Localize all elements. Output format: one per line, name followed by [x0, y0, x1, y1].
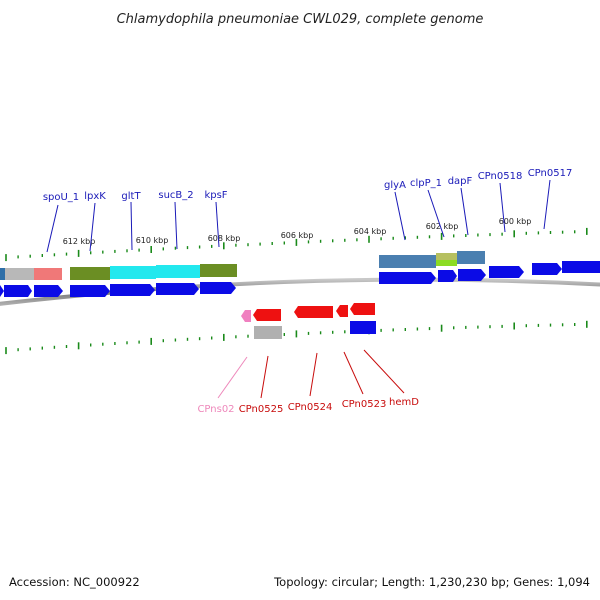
gene-label-dapf[interactable]: dapF — [448, 176, 473, 187]
gene-arrow-forward[interactable] — [200, 282, 236, 294]
label-leaders — [46, 179, 551, 399]
gene-label-glya[interactable]: glyA — [384, 180, 406, 191]
forward-gene-row — [0, 261, 600, 297]
gene-label-cpn0517[interactable]: CPn0517 — [528, 168, 573, 179]
gene-arrow-reverse[interactable] — [350, 303, 375, 315]
gene-label-cpn0518[interactable]: CPn0518 — [478, 171, 523, 182]
reverse-gene-row — [241, 303, 376, 339]
gene-arrow-forward[interactable] — [156, 283, 199, 295]
bottom-tick-row — [5, 320, 588, 355]
feature-box[interactable] — [254, 326, 282, 339]
gene-label-cpn0524[interactable]: CPn0524 — [288, 402, 333, 413]
tick-label-608: 608 kbp — [208, 234, 241, 243]
feature-box[interactable] — [436, 260, 457, 266]
gene-label-spou1[interactable]: spoU_1 — [43, 192, 79, 203]
bottom-gene-labels: CPns02 CPn0525 CPn0524 CPn0523 hemD — [197, 397, 419, 415]
tick-label-610: 610 kbp — [136, 236, 169, 245]
gene-label-sucb2[interactable]: sucB_2 — [158, 190, 193, 201]
genome-summary-text: Topology: circular; Length: 1,230,230 bp… — [273, 575, 590, 589]
gene-label-gltt[interactable]: gltT — [121, 191, 141, 202]
feature-box[interactable] — [379, 255, 436, 268]
gene-arrow-reverse[interactable] — [294, 306, 333, 318]
gene-arrow-reverse[interactable] — [336, 305, 348, 317]
gene-box-forward[interactable] — [350, 321, 376, 334]
gene-arrow-reverse[interactable] — [253, 309, 281, 321]
gene-arrow-forward[interactable] — [70, 285, 110, 297]
feature-box[interactable] — [457, 251, 485, 264]
tick-label-600: 600 kbp — [499, 217, 532, 226]
accession-text: Accession: NC_000922 — [9, 575, 140, 589]
feature-box[interactable] — [34, 268, 62, 280]
feature-box[interactable] — [156, 265, 200, 278]
map-title: Chlamydophila pneumoniae CWL029, complet… — [117, 12, 484, 27]
gene-label-lpxk[interactable]: lpxK — [84, 191, 106, 202]
feature-box[interactable] — [200, 264, 237, 277]
gene-arrow-forward[interactable] — [562, 261, 600, 273]
gene-arrow-forward[interactable] — [379, 272, 436, 284]
gene-arrow-forward[interactable] — [4, 285, 32, 297]
upper-feature-row — [0, 251, 485, 280]
gene-label-hemd[interactable]: hemD — [389, 397, 419, 408]
top-gene-labels: spoU_1 lpxK gltT sucB_2 kpsF glyA clpP_1… — [43, 168, 572, 203]
feature-box[interactable] — [70, 267, 110, 280]
gene-arrow-forward[interactable] — [110, 284, 155, 296]
gene-arrow-forward[interactable] — [458, 269, 486, 281]
gene-label-clpp1[interactable]: clpP_1 — [410, 178, 442, 189]
gene-label-cpns02[interactable]: CPns02 — [197, 404, 234, 415]
scale-labels: 612 kbp 610 kbp 608 kbp 606 kbp 604 kbp … — [63, 217, 532, 246]
gene-arrow-forward[interactable] — [438, 270, 457, 282]
tick-label-604: 604 kbp — [354, 227, 387, 236]
feature-box[interactable] — [5, 268, 34, 280]
gene-label-kpsf[interactable]: kpsF — [204, 190, 227, 201]
top-tick-row — [5, 227, 588, 262]
gene-label-cpn0523[interactable]: CPn0523 — [342, 399, 387, 410]
tick-label-602: 602 kbp — [426, 222, 459, 231]
gene-arrow-forward[interactable] — [0, 285, 4, 297]
feature-box[interactable] — [0, 268, 5, 280]
feature-box[interactable] — [436, 253, 457, 260]
tick-label-606: 606 kbp — [281, 231, 314, 240]
feature-box[interactable] — [110, 266, 156, 279]
gene-arrow-ncrna[interactable] — [241, 310, 251, 322]
tick-label-612: 612 kbp — [63, 237, 96, 246]
gene-arrow-forward[interactable] — [489, 266, 524, 278]
gene-arrow-forward[interactable] — [34, 285, 63, 297]
gene-label-cpn0525[interactable]: CPn0525 — [239, 404, 284, 415]
gene-arrow-forward[interactable] — [532, 263, 562, 275]
